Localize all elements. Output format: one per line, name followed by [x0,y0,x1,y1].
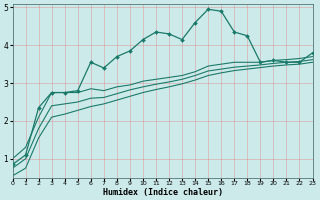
X-axis label: Humidex (Indice chaleur): Humidex (Indice chaleur) [102,188,222,197]
